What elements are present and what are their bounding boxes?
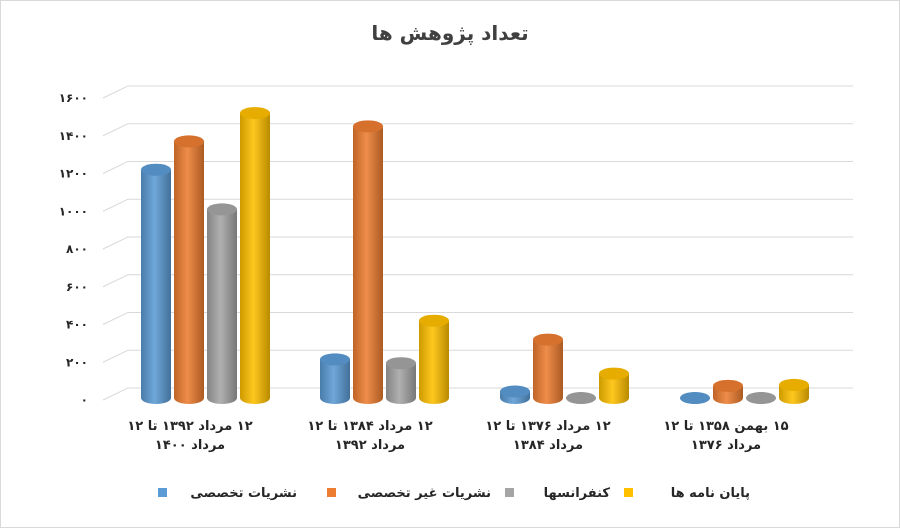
bar bbox=[533, 333, 563, 404]
legend-item: پایان نامه ها bbox=[624, 486, 750, 501]
category-label: ۱۵ بهمن ۱۳۵۸ تا ۱۲ مرداد ۱۳۷۶ bbox=[663, 419, 788, 453]
bar-body bbox=[386, 363, 416, 404]
y-tick-label: ۱۲۰۰ bbox=[59, 167, 88, 181]
bar bbox=[566, 392, 596, 404]
bar-body bbox=[174, 141, 204, 404]
bar-cap bbox=[207, 203, 237, 216]
bar-body bbox=[353, 126, 383, 404]
y-tick-label: ۴۰۰ bbox=[66, 318, 88, 332]
bar-body bbox=[419, 320, 449, 404]
bar bbox=[386, 357, 416, 404]
y-tick-label: ۰ bbox=[81, 393, 88, 407]
legend-swatch bbox=[624, 488, 633, 497]
chart-title: تعداد پژوهش ها bbox=[371, 21, 528, 46]
gridline bbox=[102, 274, 853, 288]
bar bbox=[240, 107, 270, 404]
bar-cap bbox=[500, 385, 530, 398]
legend-item: نشریات تخصصی bbox=[158, 486, 297, 501]
bar bbox=[419, 314, 449, 404]
bar bbox=[500, 385, 530, 404]
legend-swatch bbox=[505, 488, 514, 497]
bar-body bbox=[141, 169, 171, 404]
category-label: ۱۲ مرداد ۱۳۹۲ تا ۱۲ مرداد ۱۴۰۰ bbox=[127, 419, 252, 453]
gridline bbox=[102, 123, 853, 137]
category-label: ۱۲ مرداد ۱۳۸۴ تا ۱۲ مرداد ۱۳۹۲ bbox=[307, 419, 432, 453]
y-tick-label: ۸۰۰ bbox=[66, 242, 88, 256]
bar bbox=[320, 353, 350, 404]
gridline bbox=[102, 236, 853, 250]
bar bbox=[746, 392, 776, 404]
y-tick-label: ۱۰۰۰ bbox=[59, 204, 88, 218]
y-tick-label: ۱۶۰۰ bbox=[59, 91, 88, 105]
bar-body bbox=[320, 359, 350, 404]
bar-body bbox=[533, 339, 563, 404]
bar-cap bbox=[746, 392, 776, 404]
y-axis-ticks: ۰ ۲۰۰ ۴۰۰ ۶۰۰ ۸۰۰ ۱۰۰۰ ۱۲۰۰ ۱۴۰۰ ۱۶۰۰ bbox=[59, 91, 88, 407]
category-labels: ۱۲ مرداد ۱۳۹۲ تا ۱۲ مرداد ۱۴۰۰ ۱۲ مرداد ۱۳… bbox=[127, 419, 788, 453]
bar-cap bbox=[320, 353, 350, 366]
bar-cap bbox=[240, 107, 270, 120]
y-tick-label: ۱۴۰۰ bbox=[59, 129, 88, 143]
bar bbox=[599, 367, 629, 404]
bar-body bbox=[599, 373, 629, 404]
bar bbox=[207, 203, 237, 404]
bar-cap bbox=[141, 163, 171, 176]
bar-cap bbox=[533, 333, 563, 346]
gridline bbox=[102, 85, 853, 99]
bar bbox=[713, 379, 743, 404]
bar-cap bbox=[680, 392, 710, 404]
bar bbox=[353, 120, 383, 404]
bar bbox=[174, 135, 204, 404]
bar-cap bbox=[386, 357, 416, 370]
legend-item: کنفرانسها bbox=[505, 486, 610, 501]
bars bbox=[141, 107, 809, 404]
legend: نشریات تخصصی نشریات غیر تخصصی کنفرانسها پای… bbox=[158, 486, 750, 501]
legend-swatch bbox=[158, 488, 167, 497]
category-label: ۱۲ مرداد ۱۳۷۶ تا ۱۲ مرداد ۱۳۸۴ bbox=[485, 419, 610, 453]
gridline bbox=[102, 312, 853, 325]
y-tick-label: ۲۰۰ bbox=[66, 355, 88, 369]
gridline bbox=[102, 161, 853, 174]
bar-cap bbox=[566, 392, 596, 404]
bar bbox=[680, 392, 710, 404]
legend-swatch bbox=[327, 488, 336, 497]
bar-cap bbox=[174, 135, 204, 148]
bar-cap bbox=[419, 314, 449, 327]
bar-cap bbox=[353, 120, 383, 133]
legend-label: نشریات غیر تخصصی bbox=[358, 486, 491, 501]
bar bbox=[779, 378, 809, 404]
bar-body bbox=[240, 113, 270, 404]
legend-label: کنفرانسها bbox=[544, 486, 611, 501]
bar-cap bbox=[599, 367, 629, 380]
bar bbox=[141, 163, 171, 404]
y-tick-label: ۶۰۰ bbox=[66, 280, 88, 294]
legend-item: نشریات غیر تخصصی bbox=[327, 486, 491, 501]
bar-body bbox=[207, 209, 237, 404]
bar-cap bbox=[713, 379, 743, 392]
gridline bbox=[102, 349, 853, 363]
legend-label: پایان نامه ها bbox=[671, 486, 750, 501]
legend-label: نشریات تخصصی bbox=[190, 486, 297, 501]
gridline bbox=[102, 198, 853, 212]
bar-cap bbox=[779, 378, 809, 391]
